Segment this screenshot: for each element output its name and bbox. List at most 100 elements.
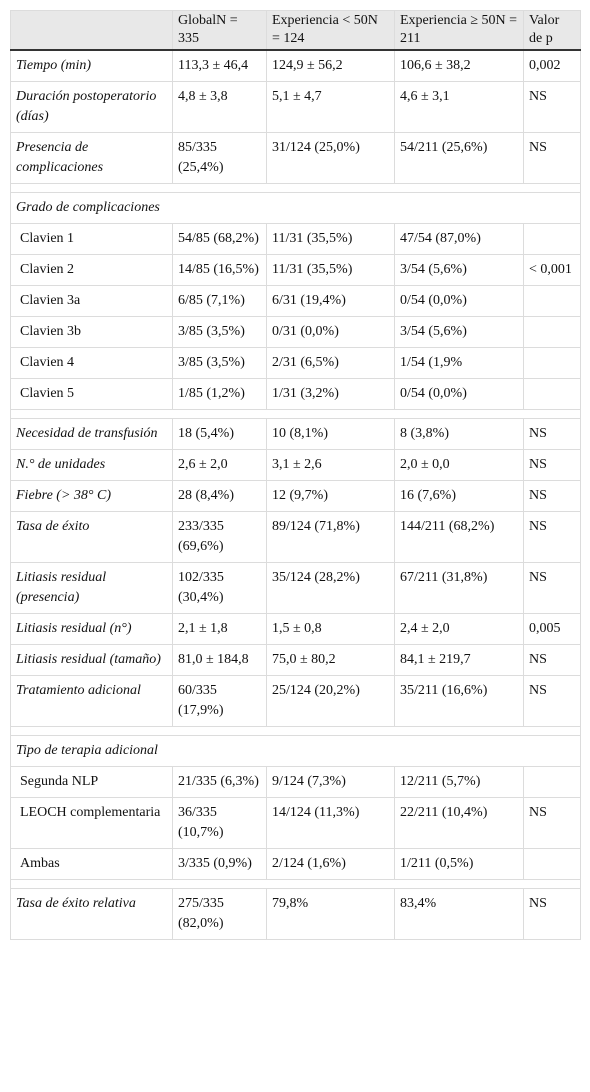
cell: 22/211 (10,4%) [394,797,524,849]
cell: 124,9 ± 56,2 [266,49,395,82]
table-row: Duración postoperatorio (días) 4,8 ± 3,8 5… [10,81,581,133]
cell: 2,1 ± 1,8 [172,613,267,645]
cell: 81,0 ± 184,8 [172,644,267,676]
cell: 4,6 ± 3,1 [394,81,524,133]
table-row: Clavien 5 1/85 (1,2%) 1/31 (3,2%) 0/54 (0,0… [10,378,581,410]
cell: NS [523,888,581,940]
cell: < 0,001 [523,254,581,286]
cell: NS [523,480,581,512]
cell: 89/124 (71,8%) [266,511,395,563]
cell: 3,1 ± 2,6 [266,449,395,481]
cell: 106,6 ± 38,2 [394,49,524,82]
cell [523,347,581,379]
table-row: Clavien 1 54/85 (68,2%) 11/31 (35,5%) 47/54… [10,223,581,255]
cell: 8 (3,8%) [394,418,524,450]
row-label: Duración postoperatorio (días) [10,81,173,133]
cell: 3/54 (5,6%) [394,254,524,286]
cell: NS [523,449,581,481]
row-label: Clavien 4 [10,347,173,379]
spacer-row [10,879,581,889]
spacer-row [10,183,581,193]
cell: NS [523,132,581,184]
cell: NS [523,81,581,133]
cell: 79,8% [266,888,395,940]
cell: 3/335 (0,9%) [172,848,267,880]
cell: 5,1 ± 4,7 [266,81,395,133]
table-row: Presencia de complicaciones 85/335 (25,4%… [10,132,581,184]
cell: 85/335 (25,4%) [172,132,267,184]
section-row: Tipo de terapia adicional [10,735,581,767]
spacer-row [10,726,581,736]
row-label: LEOCH complementaria [10,797,173,849]
cell: 2,6 ± 2,0 [172,449,267,481]
spacer-cell [10,879,581,889]
cell: NS [523,797,581,849]
cell: 16 (7,6%) [394,480,524,512]
cell: 0,002 [523,49,581,82]
spacer-row [10,409,581,419]
cell: 35/211 (16,6%) [394,675,524,727]
cell: 36/335 (10,7%) [172,797,267,849]
row-label: Necesidad de transfusión [10,418,173,450]
cell: 14/124 (11,3%) [266,797,395,849]
cell: 1,5 ± 0,8 [266,613,395,645]
row-label: Clavien 3a [10,285,173,317]
cell: 11/31 (35,5%) [266,254,395,286]
cell [523,316,581,348]
cell: 25/124 (20,2%) [266,675,395,727]
cell: NS [523,511,581,563]
header-cell: GlobalN = 335 [172,10,267,51]
cell [523,378,581,410]
table-body: Tiempo (min) 113,3 ± 46,4 124,9 ± 56,2 106,… [10,49,581,940]
cell: 0/54 (0,0%) [394,285,524,317]
table-row: Segunda NLP 21/335 (6,3%) 9/124 (7,3%) 12/2… [10,766,581,798]
cell: 14/85 (16,5%) [172,254,267,286]
cell: 84,1 ± 219,7 [394,644,524,676]
cell: 83,4% [394,888,524,940]
cell: 6/85 (7,1%) [172,285,267,317]
cell: 113,3 ± 46,4 [172,49,267,82]
cell: 75,0 ± 80,2 [266,644,395,676]
header-cell: Experiencia ≥ 50N = 211 [394,10,524,51]
cell: 21/335 (6,3%) [172,766,267,798]
cell: 10 (8,1%) [266,418,395,450]
table-row: Litiasis residual (presencia) 102/335 (30… [10,562,581,614]
cell [523,848,581,880]
cell: 1/85 (1,2%) [172,378,267,410]
table-row: Tasa de éxito 233/335 (69,6%) 89/124 (71,8… [10,511,581,563]
cell: 4,8 ± 3,8 [172,81,267,133]
cell: 2,0 ± 0,0 [394,449,524,481]
cell: 0/54 (0,0%) [394,378,524,410]
cell: 54/211 (25,6%) [394,132,524,184]
row-label: Clavien 2 [10,254,173,286]
cell: 2,4 ± 2,0 [394,613,524,645]
table-row: Tratamiento adicional 60/335 (17,9%) 25/12… [10,675,581,727]
cell [523,285,581,317]
table-row: Fiebre (> 38° C) 28 (8,4%) 12 (9,7%) 16 (7,… [10,480,581,512]
table-row: Necesidad de transfusión 18 (5,4%) 10 (8,1… [10,418,581,450]
section-title: Grado de complicaciones [10,192,581,224]
cell: 1/54 (1,9% [394,347,524,379]
cell: 31/124 (25,0%) [266,132,395,184]
row-label: N.° de unidades [10,449,173,481]
table-row: Ambas 3/335 (0,9%) 2/124 (1,6%) 1/211 (0,5%… [10,848,581,880]
cell: 144/211 (68,2%) [394,511,524,563]
cell: NS [523,675,581,727]
section-row: Grado de complicaciones [10,192,581,224]
cell: 9/124 (7,3%) [266,766,395,798]
table-row: Tiempo (min) 113,3 ± 46,4 124,9 ± 56,2 106,… [10,49,581,82]
row-label: Presencia de complicaciones [10,132,173,184]
cell: 67/211 (31,8%) [394,562,524,614]
cell: NS [523,644,581,676]
table-row: Clavien 2 14/85 (16,5%) 11/31 (35,5%) 3/54 … [10,254,581,286]
cell: 47/54 (87,0%) [394,223,524,255]
cell: 3/85 (3,5%) [172,316,267,348]
row-label: Litiasis residual (presencia) [10,562,173,614]
header-cell [10,10,173,51]
cell: 275/335 (82,0%) [172,888,267,940]
row-label: Tasa de éxito relativa [10,888,173,940]
spacer-cell [10,183,581,193]
cell: 2/124 (1,6%) [266,848,395,880]
cell: 11/31 (35,5%) [266,223,395,255]
